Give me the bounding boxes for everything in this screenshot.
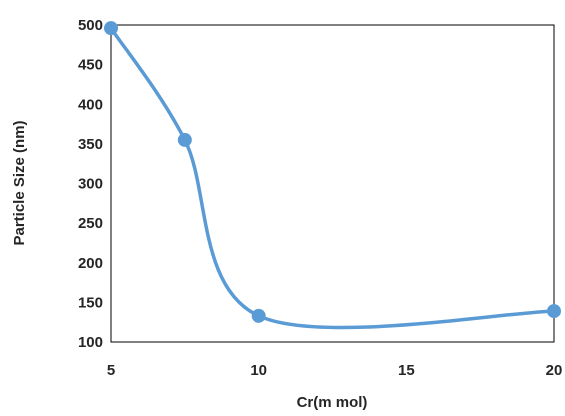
x-axis-ticks: 5 10 15 20 — [107, 362, 563, 379]
y-axis-title: Particle Size (nm) — [11, 120, 28, 245]
data-point — [251, 308, 266, 323]
y-tick-label: 450 — [78, 57, 103, 74]
y-tick-label: 350 — [78, 136, 103, 153]
x-tick-label: 5 — [107, 362, 115, 379]
y-tick-label: 250 — [78, 215, 103, 232]
data-point — [177, 132, 192, 147]
y-tick-label: 150 — [78, 294, 103, 311]
y-tick-label: 400 — [78, 96, 103, 113]
data-points — [104, 21, 561, 323]
y-tick-label: 500 — [78, 17, 103, 34]
plot-area-frame — [110, 24, 555, 343]
x-tick-label: 10 — [250, 362, 267, 379]
data-point — [547, 304, 561, 319]
x-tick-label: 20 — [546, 362, 563, 379]
series-line — [109, 26, 556, 330]
y-tick-label: 300 — [78, 176, 103, 193]
data-point — [104, 21, 118, 36]
x-tick-label: 15 — [398, 362, 415, 379]
y-tick-label: 100 — [78, 334, 103, 351]
x-axis-title: Cr(m mol) — [297, 394, 368, 411]
y-tick-label: 200 — [78, 255, 103, 272]
y-axis-ticks: 100 150 200 250 300 350 400 450 500 — [78, 17, 103, 351]
